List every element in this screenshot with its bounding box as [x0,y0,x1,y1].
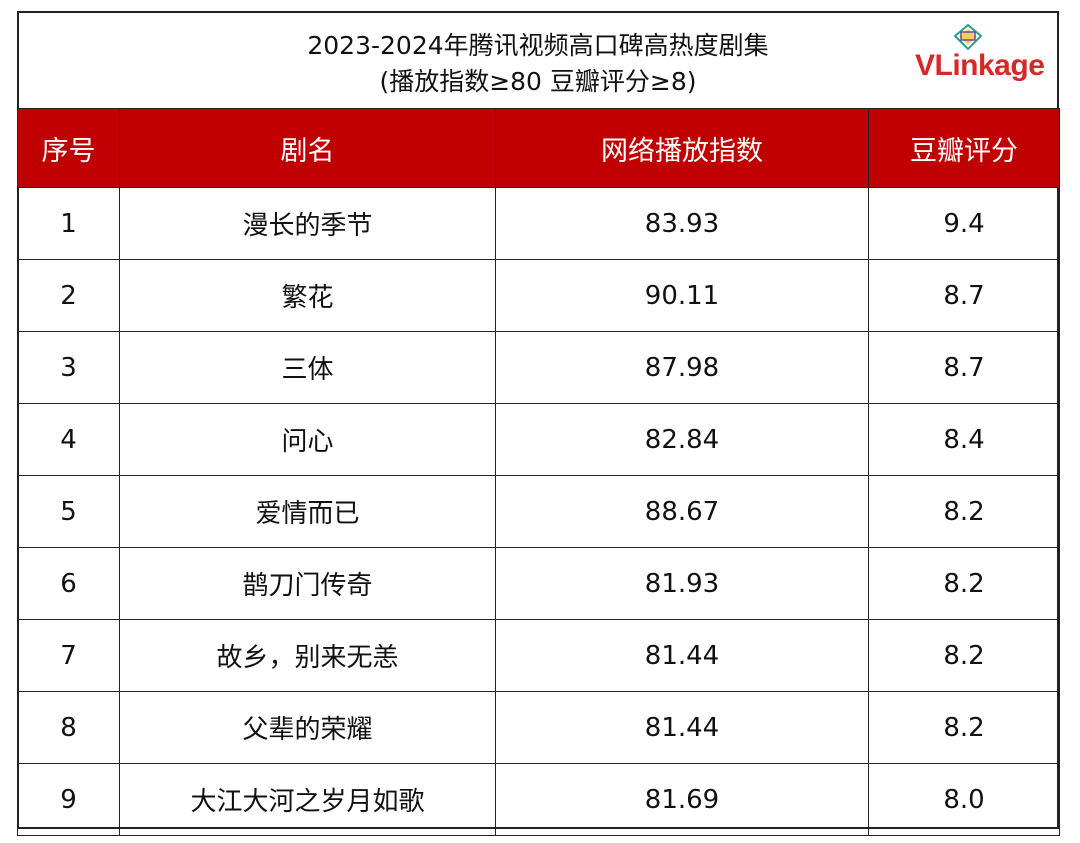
header-drama-name: 剧名 [119,108,496,188]
cell-rank: 8 [17,691,120,764]
cell-douban-score: 8.7 [868,331,1060,404]
header-rank: 序号 [17,108,120,188]
cell-douban-score: 8.4 [868,403,1060,476]
cell-douban-score: 8.2 [868,475,1060,548]
cell-drama-name: 故乡，别来无恙 [119,619,496,692]
cell-drama-name: 问心 [119,403,496,476]
cell-drama-name: 鹊刀门传奇 [119,547,496,620]
cell-rank: 6 [17,547,120,620]
cell-douban-score: 9.4 [868,187,1060,260]
cell-douban-score: 8.7 [868,259,1060,332]
cell-drama-name: 爱情而已 [119,475,496,548]
cell-play-index: 88.67 [495,475,869,548]
cell-play-index: 90.11 [495,259,869,332]
table-row: 6 鹊刀门传奇 81.93 8.2 [17,547,1060,620]
cell-rank: 1 [17,187,120,260]
logo-wordmark: Linkage [934,49,1045,82]
cell-play-index: 81.44 [495,691,869,764]
cell-drama-name: 繁花 [119,259,496,332]
logo-diamond-icon [953,23,983,51]
table-row: 3 三体 87.98 8.7 [17,331,1060,404]
cell-rank: 5 [17,475,120,548]
cell-rank: 7 [17,619,120,692]
page-subtitle: (播放指数≥80 豆瓣评分≥8) [379,67,697,96]
header-douban-score: 豆瓣评分 [868,108,1060,188]
table-row: 4 问心 82.84 8.4 [17,403,1060,476]
cell-douban-score: 8.2 [868,619,1060,692]
table-row: 1 漫长的季节 83.93 9.4 [17,187,1060,260]
page-title: 2023-2024年腾讯视频高口碑高热度剧集 [307,31,769,60]
cell-play-index: 81.93 [495,547,869,620]
cell-play-index: 87.98 [495,331,869,404]
cell-douban-score: 8.2 [868,547,1060,620]
cell-drama-name: 父辈的荣耀 [119,691,496,764]
cell-play-index: 83.93 [495,187,869,260]
cell-rank: 3 [17,331,120,404]
cell-rank: 2 [17,259,120,332]
cell-drama-name: 三体 [119,331,496,404]
cell-douban-score: 8.0 [868,763,1060,836]
table-row: 2 繁花 90.11 8.7 [17,259,1060,332]
cell-rank: 4 [17,403,120,476]
cell-douban-score: 8.2 [868,691,1060,764]
table-header-row: 序号 剧名 网络播放指数 豆瓣评分 [17,108,1060,188]
ranking-table: 序号 剧名 网络播放指数 豆瓣评分 1 漫长的季节 83.93 9.4 2 繁花… [17,108,1060,836]
table-row: 9 大江大河之岁月如歌 81.69 8.0 [17,763,1060,836]
cell-drama-name: 漫长的季节 [119,187,496,260]
vlinkage-logo: VLinkage [915,23,1061,93]
cell-play-index: 81.44 [495,619,869,692]
table-row: 7 故乡，别来无恙 81.44 8.2 [17,619,1060,692]
cell-play-index: 81.69 [495,763,869,836]
title-block: 2023-2024年腾讯视频高口碑高热度剧集 (播放指数≥80 豆瓣评分≥8) … [17,11,1059,108]
logo-letter-v: V [915,49,935,82]
table-row: 8 父辈的荣耀 81.44 8.2 [17,691,1060,764]
table-row: 5 爱情而已 88.67 8.2 [17,475,1060,548]
cell-play-index: 82.84 [495,403,869,476]
cell-rank: 9 [17,763,120,836]
header-play-index: 网络播放指数 [495,108,869,188]
cell-drama-name: 大江大河之岁月如歌 [119,763,496,836]
